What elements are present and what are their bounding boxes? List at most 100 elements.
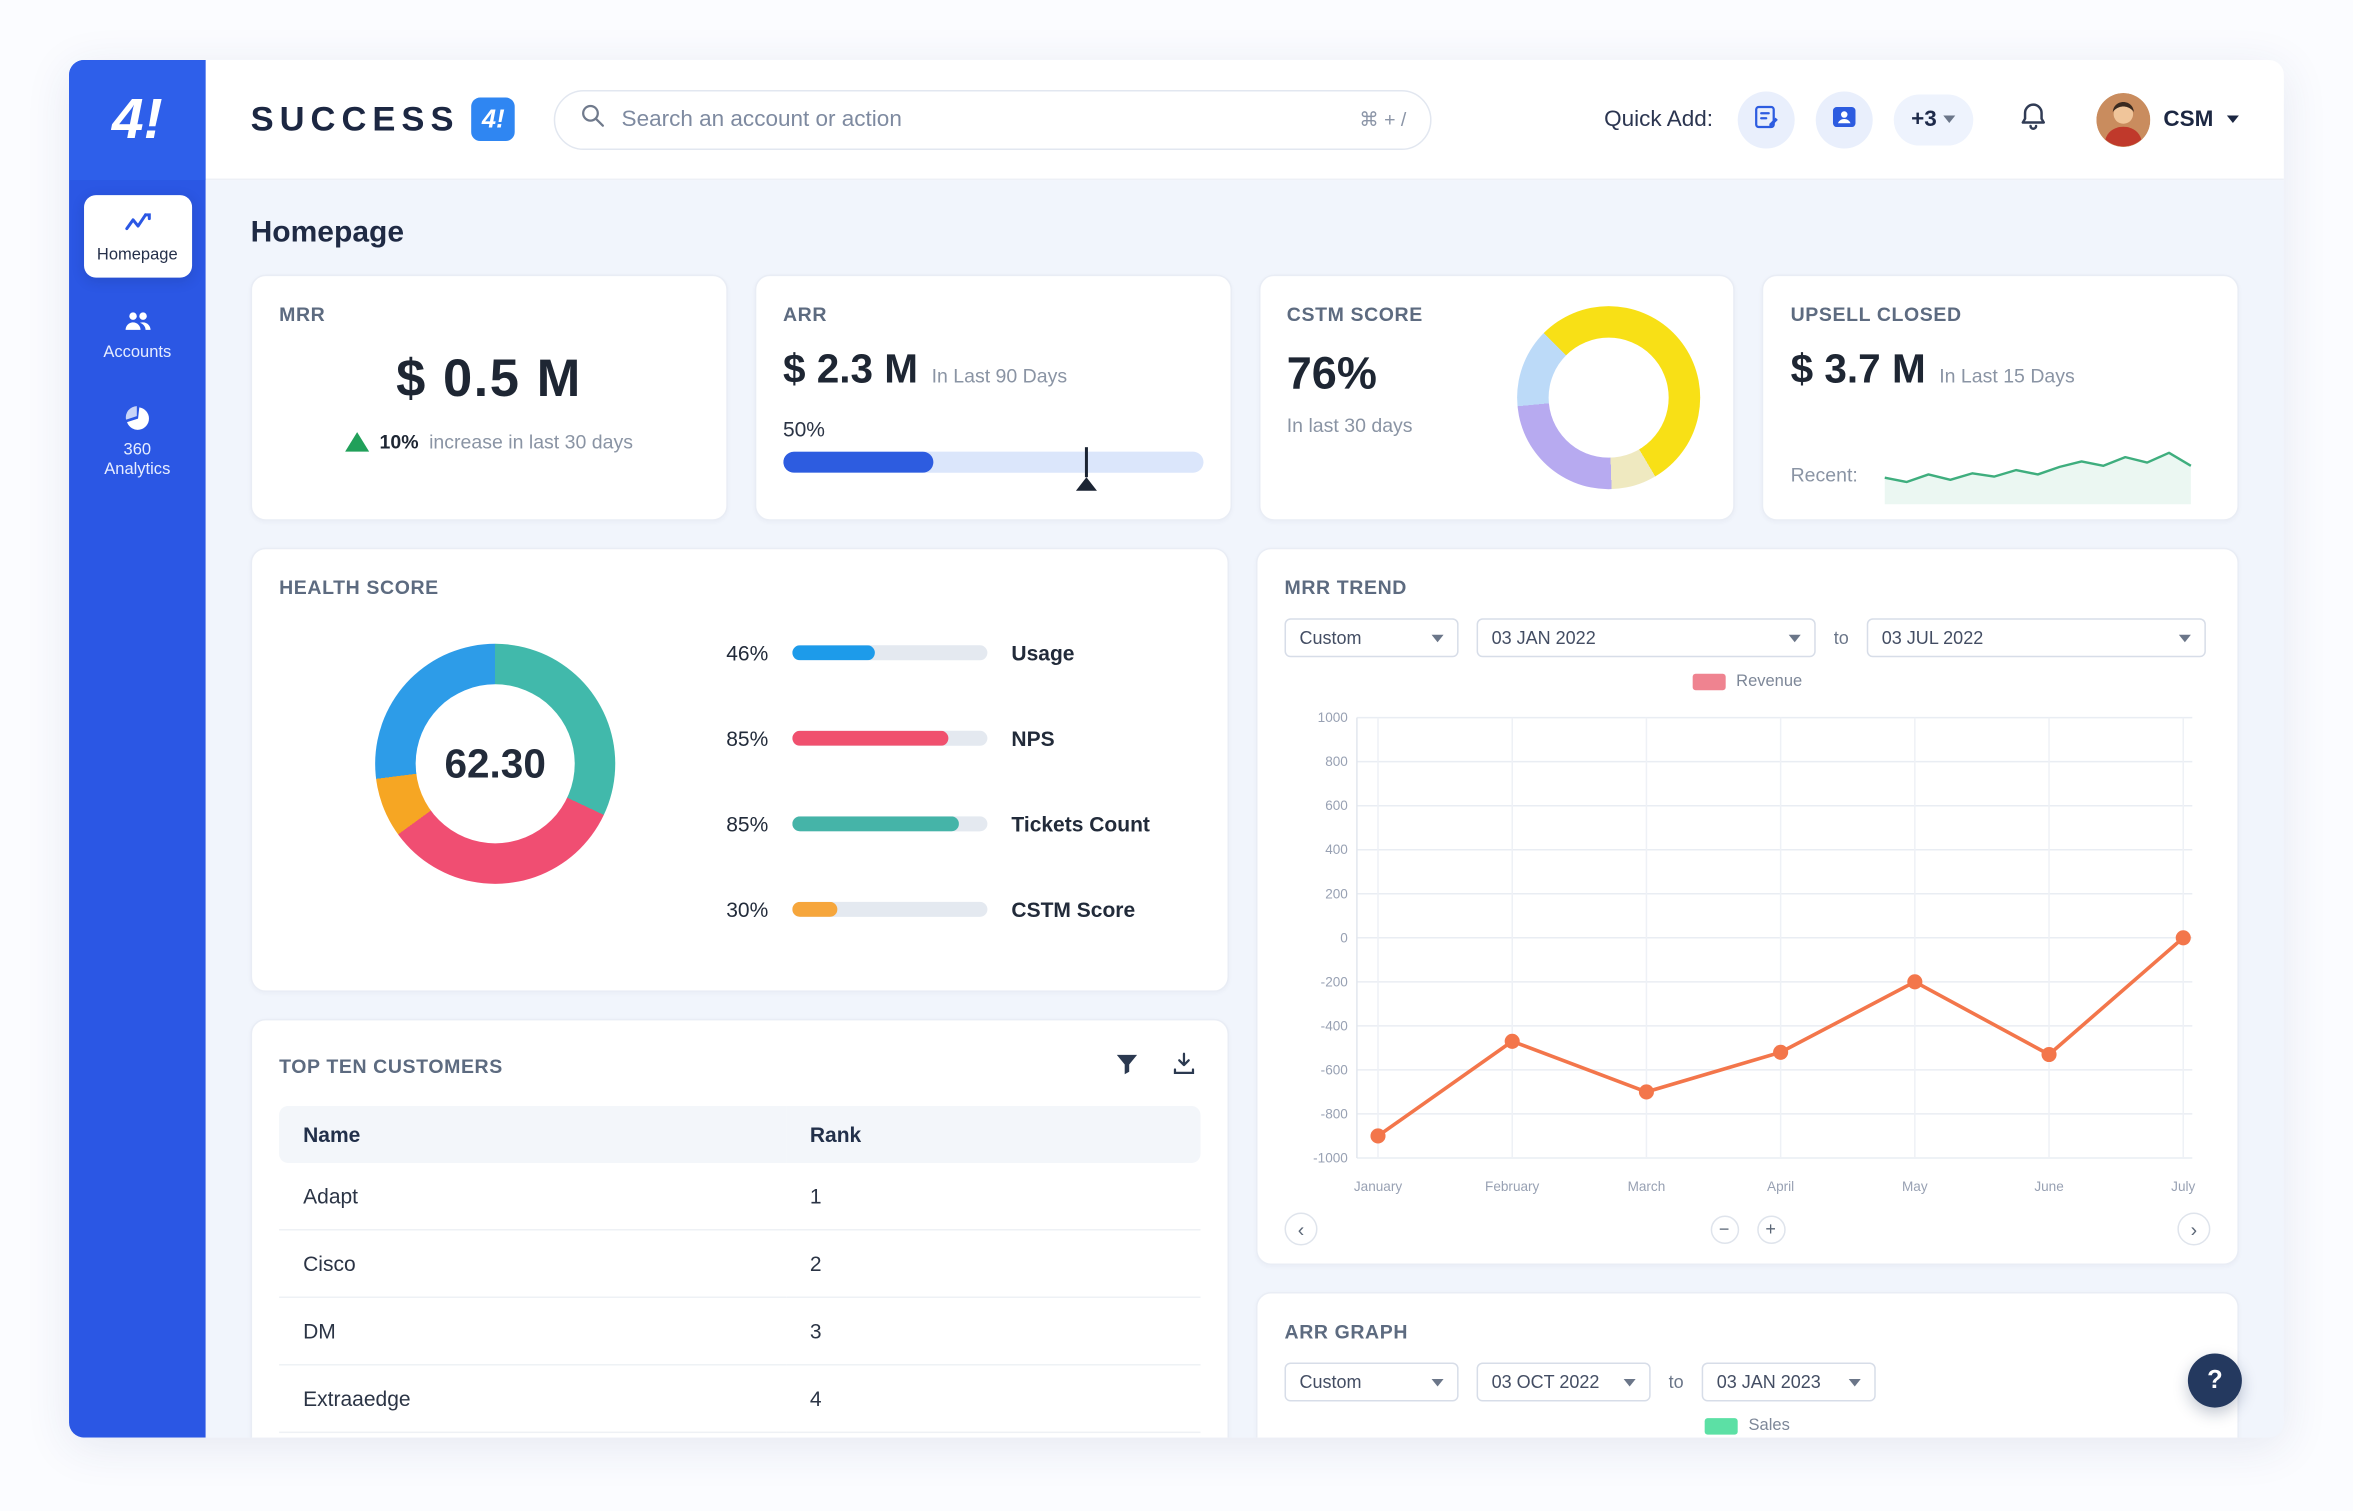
arr-graph-card: ARR GRAPH Custom 03 OCT 2022 to	[1256, 1292, 2239, 1438]
customer-rank-cell: 1	[785, 1162, 1201, 1231]
arr-from-date-value: 03 OCT 2022	[1491, 1371, 1600, 1393]
table-row[interactable]: Cisco 2	[279, 1229, 1201, 1299]
more-count: +3	[1911, 106, 1937, 133]
metric-percentage: 85%	[726, 726, 769, 751]
sidebar-item-homepage[interactable]: Homepage	[83, 195, 192, 278]
quick-add-more-button[interactable]: +3	[1893, 93, 1973, 145]
svg-text:-400: -400	[1321, 1018, 1349, 1033]
filter-button[interactable]	[1110, 1047, 1143, 1085]
arr-range-type-select[interactable]: Custom	[1284, 1362, 1459, 1402]
sidebar-logo-text: 4!	[111, 87, 163, 151]
svg-text:May: May	[1902, 1179, 1928, 1194]
health-metric-row: 85% Tickets Count	[711, 812, 1200, 836]
search-input[interactable]	[621, 106, 1345, 133]
arr-to-date-select[interactable]: 03 JAN 2023	[1701, 1362, 1876, 1402]
svg-text:-200: -200	[1321, 974, 1349, 989]
svg-text:1000: 1000	[1318, 710, 1349, 725]
arr-progress-bar	[782, 447, 1203, 491]
metric-label: CSTM Score	[1011, 897, 1136, 922]
kpi-row: MRR $ 0.5 M 10% increase in last 30 days…	[250, 274, 2239, 521]
range-type-select[interactable]: Custom	[1284, 618, 1459, 658]
sidebar-item-label: Accounts	[103, 343, 172, 362]
mrr-value: $ 0.5 M	[396, 349, 582, 409]
svg-text:June: June	[2034, 1179, 2063, 1194]
table-row[interactable]: Adapt 1	[279, 1162, 1201, 1231]
to-date-select[interactable]: 03 JUL 2022	[1866, 618, 2206, 658]
svg-text:600: 600	[1325, 798, 1348, 813]
mrr-delta-text: increase in last 30 days	[429, 430, 633, 454]
page-title: Homepage	[250, 216, 405, 250]
download-icon	[1170, 1050, 1197, 1082]
chevron-down-icon	[1848, 1378, 1861, 1386]
download-button[interactable]	[1167, 1047, 1200, 1085]
mrr-delta-percent: 10%	[379, 430, 419, 454]
quick-add-contact-button[interactable]	[1815, 90, 1873, 148]
metric-bar	[792, 816, 988, 832]
svg-text:-600: -600	[1321, 1062, 1349, 1077]
arr-value: $ 2.3 M	[782, 346, 919, 392]
from-date-select[interactable]: 03 JAN 2022	[1476, 618, 1816, 658]
contact-card-icon	[1829, 102, 1859, 137]
notifications-button[interactable]	[2003, 89, 2063, 149]
health-metric-row: 46% Usage	[711, 641, 1200, 665]
help-button[interactable]: ?	[2187, 1353, 2242, 1408]
from-date-value: 03 JAN 2022	[1491, 627, 1596, 649]
analytics-pie-icon	[122, 403, 152, 433]
metric-label: Tickets Count	[1011, 811, 1150, 836]
sidebar-item-360-analytics[interactable]: 360 Analytics	[83, 389, 191, 492]
sidebar-nav: Homepage Accounts 360 Analytics	[69, 195, 206, 492]
arr-period: In Last 90 Days	[931, 364, 1068, 388]
arr-from-date-select[interactable]: 03 OCT 2022	[1476, 1362, 1651, 1402]
revenue-legend-swatch	[1692, 673, 1726, 690]
health-card-title: HEALTH SCORE	[279, 576, 439, 599]
chevron-down-icon	[2178, 634, 2191, 642]
quick-add-label: Quick Add:	[1604, 106, 1714, 133]
table-row[interactable]: DM 3	[279, 1297, 1201, 1366]
upsell-recent-label: Recent:	[1790, 463, 1858, 487]
table-row[interactable]: Extraaedge 4	[279, 1364, 1201, 1434]
metric-bar	[792, 901, 988, 917]
column-header-rank: Rank	[785, 1105, 1201, 1163]
arr-card: ARR $ 2.3 M In Last 90 Days 50%	[754, 274, 1232, 521]
customer-rank-cell: 2	[785, 1229, 1201, 1299]
health-score-value: 62.30	[444, 740, 546, 786]
filter-icon	[1113, 1050, 1140, 1082]
cstm-score-card: CSTM SCORE 76% In last 30 days	[1258, 274, 1736, 521]
arr-to-date-value: 03 JAN 2023	[1716, 1371, 1821, 1393]
chart-next-button[interactable]: ›	[2177, 1212, 2211, 1246]
cstm-period: In last 30 days	[1286, 414, 1413, 437]
customer-name-cell: Extraaedge	[279, 1364, 786, 1434]
search-bar[interactable]: ⌘ + /	[554, 89, 1432, 150]
quick-add-note-button[interactable]	[1737, 90, 1795, 148]
top-ten-customers-card: TOP TEN CUSTOMERS	[250, 1018, 1229, 1438]
user-menu[interactable]: CSM	[2095, 92, 2239, 147]
svg-text:July: July	[2171, 1179, 2195, 1194]
sidebar-item-accounts[interactable]: Accounts	[83, 292, 191, 374]
svg-text:0: 0	[1340, 930, 1348, 945]
chevron-down-icon	[2226, 115, 2239, 124]
sidebar-item-label: 360 Analytics	[104, 440, 171, 480]
accounts-icon	[122, 306, 152, 336]
note-edit-icon	[1751, 102, 1781, 137]
revenue-legend-label: Revenue	[1736, 672, 1803, 691]
metric-label: NPS	[1011, 726, 1055, 751]
svg-text:-800: -800	[1321, 1106, 1349, 1121]
sidebar-logo[interactable]: 4!	[69, 60, 206, 181]
zoom-out-button[interactable]: −	[1709, 1214, 1739, 1244]
chart-prev-button[interactable]: ‹	[1284, 1212, 1318, 1246]
upsell-sparkline	[1884, 451, 2192, 505]
header: SUCCESS 4! ⌘ + / Quick Add:	[205, 60, 2284, 181]
health-metrics: 46% Usage 85% NPS 85% Tickets Count 30% …	[711, 641, 1200, 922]
sales-legend-label: Sales	[1748, 1416, 1790, 1435]
metric-bar	[792, 730, 988, 746]
svg-text:February: February	[1485, 1179, 1539, 1194]
search-shortcut: ⌘ + /	[1359, 107, 1407, 130]
customer-name-cell: Adapt	[279, 1162, 786, 1231]
metric-percentage: 46%	[726, 640, 769, 665]
zoom-in-button[interactable]: +	[1756, 1214, 1785, 1244]
homepage-icon	[122, 209, 152, 239]
customers-table: Name Rank Adapt 1 Cisco 2 DM 3 Extraaedg…	[279, 1105, 1201, 1434]
chevron-down-icon	[1431, 1378, 1444, 1386]
arr-graph-title: ARR GRAPH	[1284, 1320, 1409, 1344]
svg-text:400: 400	[1325, 842, 1348, 857]
